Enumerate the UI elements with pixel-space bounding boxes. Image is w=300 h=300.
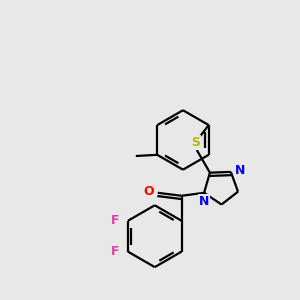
- Text: N: N: [235, 164, 245, 177]
- Text: O: O: [143, 185, 154, 198]
- Text: N: N: [199, 195, 209, 208]
- Text: S: S: [191, 136, 200, 149]
- Text: F: F: [111, 214, 119, 227]
- Text: F: F: [111, 245, 119, 258]
